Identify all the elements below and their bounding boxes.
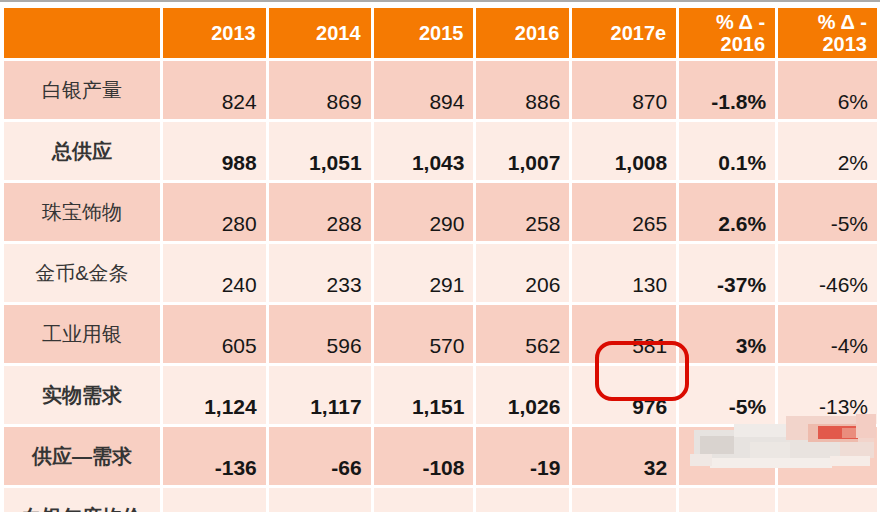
header-2014: 2014 [269, 8, 371, 58]
cell-row2-col6: 0.1% [679, 122, 775, 180]
row-label-7: 供应—需求 [4, 427, 160, 485]
cell-row7-col1: -136 [163, 427, 266, 485]
cell-row3-col7: -5% [778, 183, 877, 241]
mosaic-block-12 [750, 442, 790, 458]
table-row-4: 金币&金条240233291206130-37%-46% [4, 244, 877, 302]
cell-row4-col5: 130 [572, 244, 676, 302]
cell-row8-col4: 17.14 [476, 488, 569, 512]
cell-row2-col5: 1,008 [572, 122, 676, 180]
cell-row3-col3: 290 [374, 183, 474, 241]
cell-row6-col2: 1,117 [269, 366, 371, 424]
cell-row1-col3: 894 [374, 61, 474, 119]
table-row-1: 白银产量824869894886870-1.8%6% [4, 61, 877, 119]
cell-row1-col6: -1.8% [679, 61, 775, 119]
cell-row1-col7: 6% [778, 61, 877, 119]
header-row: 2013 2014 2015 2016 2017e % Δ - 2016 % Δ… [4, 8, 877, 58]
header-2013: 2013 [163, 8, 266, 58]
cell-row6-col5: 976 [572, 366, 676, 424]
cell-row8-col6: -0.1% [679, 488, 775, 512]
header-delta-2013: % Δ - 2013 [778, 8, 877, 58]
top-divider-line [0, 0, 880, 2]
cell-row1-col4: 886 [476, 61, 569, 119]
cell-row4-col3: 291 [374, 244, 474, 302]
cell-row8-col1: 23.79 [163, 488, 266, 512]
header-2017e: 2017e [572, 8, 676, 58]
mosaic-block-1 [700, 436, 734, 454]
cell-row6-col4: 1,026 [476, 366, 569, 424]
cell-row2-col4: 1,007 [476, 122, 569, 180]
cell-row8-col5: 17.13 [572, 488, 676, 512]
cell-row2-col1: 988 [163, 122, 266, 180]
row-label-3: 珠宝饰物 [4, 183, 160, 241]
row-label-8: 白银年度均价 [4, 488, 160, 512]
row-label-6: 实物需求 [4, 366, 160, 424]
cell-row5-col5: 581 [572, 305, 676, 363]
screenshot-root: 2013 2014 2015 2016 2017e % Δ - 2016 % Δ… [0, 0, 880, 512]
header-2015: 2015 [374, 8, 474, 58]
cell-row5-col3: 570 [374, 305, 474, 363]
cell-row6-col3: 1,151 [374, 366, 474, 424]
cell-row4-col4: 206 [476, 244, 569, 302]
table-row-3: 珠宝饰物2802882902582652.6%-5% [4, 183, 877, 241]
cell-row1-col2: 869 [269, 61, 371, 119]
cell-row5-col2: 596 [269, 305, 371, 363]
mosaic-block-9 [710, 458, 832, 468]
cell-row4-col7: -46% [778, 244, 877, 302]
cell-row8-col3: 15.68 [374, 488, 474, 512]
cell-row5-col6: 3% [679, 305, 775, 363]
cell-row3-col6: 2.6% [679, 183, 775, 241]
cell-row3-col5: 265 [572, 183, 676, 241]
cell-row1-col1: 824 [163, 61, 266, 119]
header-delta-2016-line1: % Δ - [679, 11, 765, 33]
mosaic-block-2 [734, 424, 786, 437]
mosaic-block-11 [856, 414, 876, 438]
header-delta-2013-line2: 2013 [778, 33, 867, 55]
row-label-2: 总供应 [4, 122, 160, 180]
row-label-4: 金币&金条 [4, 244, 160, 302]
cell-row3-col2: 288 [269, 183, 371, 241]
cell-row2-col2: 1,051 [269, 122, 371, 180]
mosaic-block-10 [690, 454, 712, 466]
table-row-5: 工业用银6055965705625813%-4% [4, 305, 877, 363]
cell-row4-col6: -37% [679, 244, 775, 302]
censored-watermark-mosaic [690, 412, 878, 470]
cell-row7-col2: -66 [269, 427, 371, 485]
cell-row1-col5: 870 [572, 61, 676, 119]
cell-row5-col4: 562 [476, 305, 569, 363]
cell-row4-col2: 233 [269, 244, 371, 302]
cell-row2-col3: 1,043 [374, 122, 474, 180]
table-row-8: 白银年度均价23.7919.0815.6817.1417.13-0.1%-28% [4, 488, 877, 512]
cell-row8-col2: 19.08 [269, 488, 371, 512]
cell-row2-col7: 2% [778, 122, 877, 180]
header-delta-2013-line1: % Δ - [778, 11, 867, 33]
cell-row4-col1: 240 [163, 244, 266, 302]
header-delta-2016: % Δ - 2016 [679, 8, 775, 58]
row-label-5: 工业用银 [4, 305, 160, 363]
cell-row3-col1: 280 [163, 183, 266, 241]
header-blank-cell [4, 8, 160, 58]
mosaic-block-13 [830, 456, 870, 466]
cell-row7-col4: -19 [476, 427, 569, 485]
header-2016: 2016 [476, 8, 569, 58]
cell-row8-col7: -28% [778, 488, 877, 512]
row-label-1: 白银产量 [4, 61, 160, 119]
table-row-2: 总供应9881,0511,0431,0071,0080.1%2% [4, 122, 877, 180]
cell-row7-col3: -108 [374, 427, 474, 485]
cell-row5-col1: 605 [163, 305, 266, 363]
cell-row6-col1: 1,124 [163, 366, 266, 424]
cell-row3-col4: 258 [476, 183, 569, 241]
cell-row7-col5: 32 [572, 427, 676, 485]
cell-row5-col7: -4% [778, 305, 877, 363]
header-delta-2016-line2: 2016 [679, 33, 765, 55]
